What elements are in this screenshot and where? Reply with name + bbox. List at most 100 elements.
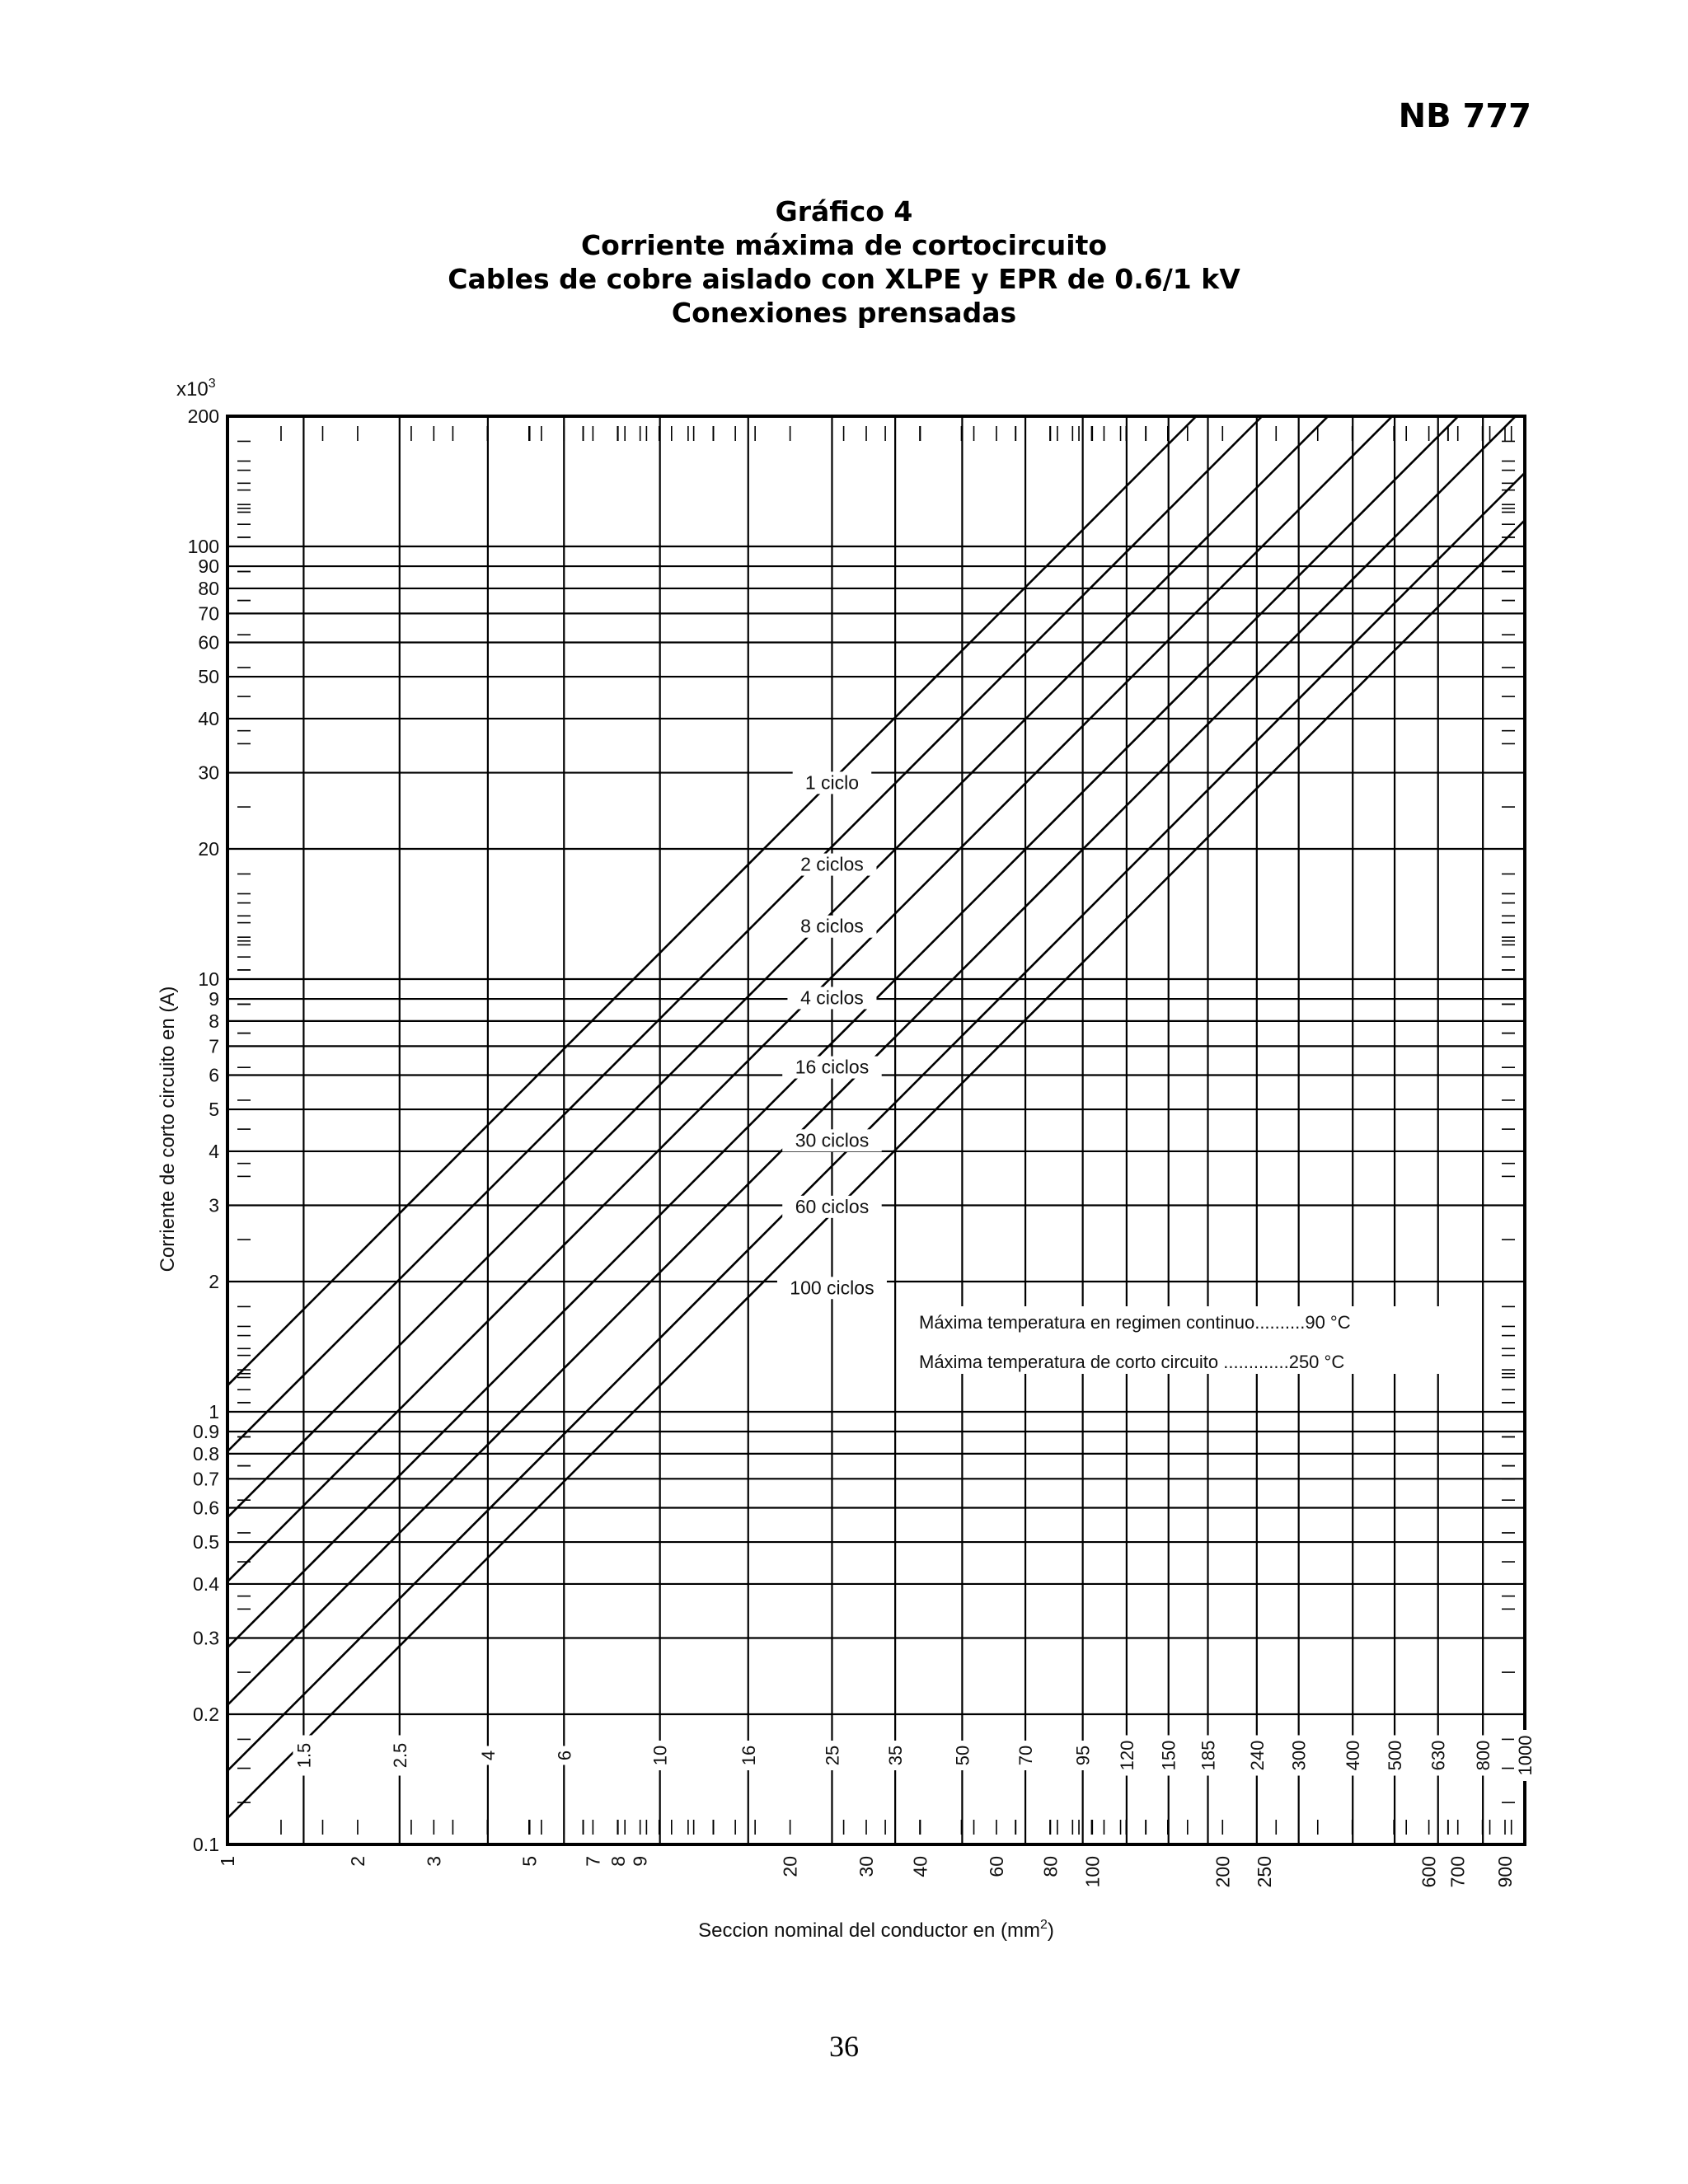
section-label-background [1245,1735,1268,1776]
section-label-background [1472,1735,1494,1776]
section-label: 4 [478,1750,499,1760]
chart-title-line-1: Gráfico 4 [775,195,913,227]
x-tick-label: 700 [1447,1856,1469,1887]
x-tick-label: 600 [1418,1856,1440,1887]
section-label: 185 [1198,1741,1219,1771]
y-tick-label: 0.7 [193,1468,219,1489]
x-tick-label: 60 [986,1856,1007,1877]
section-label: 300 [1289,1741,1310,1771]
section-label-background [1342,1735,1364,1776]
curve-label: 30 ciclos [795,1129,869,1151]
y-tick-label: 6 [209,1064,219,1085]
x-tick-label: 8 [607,1856,629,1867]
y-tick-label: 0.1 [193,1834,219,1855]
chart-title-line-2: Corriente máxima de cortocircuito [580,229,1108,261]
curve-label: 16 ciclos [795,1057,869,1078]
minor-tick-marks [237,426,1525,1835]
section-label: 95 [1073,1746,1094,1765]
section-label: 150 [1159,1741,1179,1771]
plot-frame [226,415,1526,1846]
section-label-background [951,1741,973,1770]
section-label-background [476,1746,499,1765]
section-label-background [388,1735,410,1776]
curve-label: 8 ciclos [800,916,864,937]
curve-label-background [782,1056,882,1079]
y-tick-label: 90 [198,555,219,577]
series-line [227,471,1525,1772]
y-multiplier-label: x103 [176,377,216,401]
section-label-background [649,1741,671,1770]
curve-label: 100 ciclos [790,1277,874,1298]
section-label-background [821,1741,843,1770]
section-label: 16 [738,1746,759,1765]
section-label-background [293,1735,315,1776]
section-label-background [1514,1730,1536,1781]
y-tick-label: 0.9 [193,1421,219,1442]
x-tick-label: 250 [1254,1856,1275,1887]
x-tick-label: 9 [630,1856,651,1867]
y-tick-label: 80 [198,578,219,599]
curve-label: 1 ciclo [805,771,859,793]
section-label: 630 [1428,1741,1449,1771]
curve-label-background [787,987,877,1010]
x-tick-label: 30 [856,1856,877,1877]
note-max-continuous-temp: Máxima temperatura en regimen continuo..… [919,1312,1351,1333]
y-tick-label: 200 [188,405,219,427]
x-tick-label: 40 [910,1856,931,1877]
section-label-background [1071,1741,1094,1770]
section-label-background [1115,1735,1137,1776]
section-label-background [1015,1741,1037,1770]
section-label: 10 [650,1746,671,1765]
grid-lines [227,416,1525,1844]
y-tick-label: 60 [198,632,219,654]
y-tick-label: 0.2 [193,1704,219,1725]
y-tick-label: 10 [198,968,219,990]
section-label-background [1427,1735,1449,1776]
series-line [227,519,1525,1820]
section-label: 1000 [1515,1736,1536,1776]
x-tick-label: 3 [423,1856,444,1867]
section-label-background [1157,1735,1179,1776]
y-tick-label: 7 [209,1035,219,1057]
y-tick-label: 0.3 [193,1628,219,1649]
section-label: 70 [1015,1746,1036,1765]
x-tick-label: 100 [1081,1856,1103,1887]
section-label-background [884,1741,907,1770]
y-tick-label: 1 [209,1401,219,1422]
x-tick-label: 80 [1039,1856,1061,1877]
x-axis-title: Seccion nominal del conductor en (mm2) [698,1918,1054,1942]
y-tick-label: 9 [209,988,219,1010]
y-tick-label: 50 [198,666,219,687]
section-label: 120 [1117,1741,1137,1771]
chart-title-line-3: Cables de cobre aislado con XLPE y EPR d… [448,263,1240,295]
x-tick-label: 200 [1212,1856,1233,1887]
y-tick-label: 0.5 [193,1531,219,1553]
section-label-background [1287,1735,1310,1776]
curve-label: 60 ciclos [795,1196,869,1217]
x-tick-label: 20 [780,1856,801,1877]
curve-label-background [787,853,877,876]
section-label-background [1384,1735,1406,1776]
section-label-background [1197,1735,1219,1776]
x-tick-label: 900 [1494,1856,1516,1887]
y-tick-label: 100 [188,536,219,557]
section-label: 240 [1247,1741,1268,1771]
tick-labels: 1 ciclo 2 ciclos 8 ciclos 4 ciclos 16 ciclos… [188,405,1536,1887]
section-label: 25 [822,1746,842,1765]
section-label-background [737,1741,759,1770]
curve-label: 2 ciclos [800,854,864,875]
y-tick-label: 5 [209,1099,219,1120]
y-tick-label: 0.6 [193,1497,219,1518]
y-tick-label: 2 [209,1271,219,1292]
curve-label-background [776,1277,887,1300]
y-tick-label: 3 [209,1195,219,1216]
section-label: 50 [952,1746,973,1765]
chart-title-line-4: Conexiones prensadas [671,297,1017,329]
section-label: 6 [554,1750,574,1760]
section-label: 400 [1343,1741,1363,1771]
chart-title-block: Gráfico 4 Corriente máxima de cortocircu… [0,194,1688,330]
y-tick-label: 8 [209,1010,219,1032]
x-tick-label: 7 [582,1856,603,1867]
section-label: 500 [1385,1741,1405,1771]
